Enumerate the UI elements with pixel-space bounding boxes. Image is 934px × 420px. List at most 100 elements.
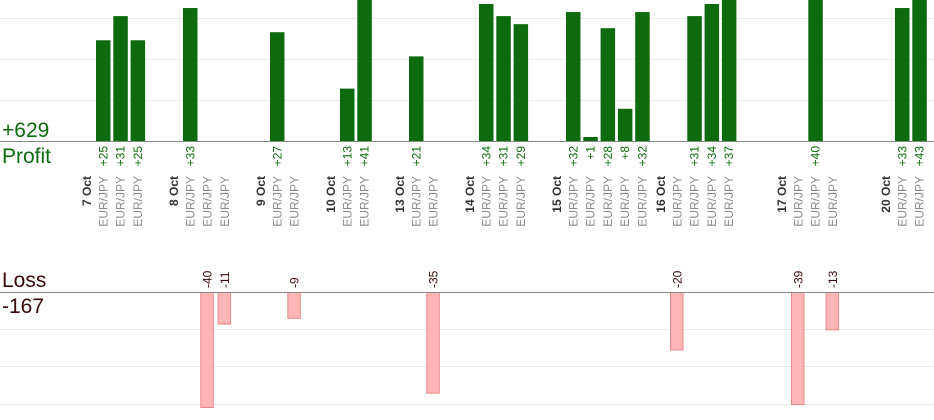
profit-value-label: +41: [358, 146, 372, 167]
date-label: 15 Oct: [550, 176, 564, 213]
pair-label: EUR/JPY: [809, 176, 823, 227]
profit-bar: [617, 108, 633, 141]
pair-label: EUR/JPY: [705, 176, 719, 227]
profit-bar: [479, 4, 494, 141]
pair-label: EUR/JPY: [218, 176, 232, 227]
pair-label: EUR/JPY: [270, 176, 284, 227]
loss-value-label: -35: [427, 270, 441, 288]
date-label: 9 Oct: [254, 176, 268, 206]
profit-value-label: +1: [584, 146, 598, 160]
date-label: 13 Oct: [393, 176, 407, 213]
pair-label: EUR/JPY: [635, 176, 649, 227]
profit-value-label: +27: [270, 146, 284, 167]
profit-value-label: +25: [96, 146, 110, 167]
trade-value-labels: +25 +31 +25 +33-40 -11+27-9+13 +41 +21-35+34 +3…: [96, 146, 926, 288]
date-label: 14 Oct: [463, 176, 477, 213]
profit-value-label: +33: [895, 146, 909, 167]
loss-bar: [217, 292, 232, 325]
profit-bar: [583, 136, 598, 141]
profit-total: +629: [2, 119, 49, 142]
pair-label: EUR/JPY: [722, 176, 736, 227]
profit-bar: [270, 32, 285, 141]
profit-value-label: +25: [131, 146, 145, 167]
loss-bar: [670, 292, 684, 351]
pair-label: EUR/JPY: [114, 176, 128, 227]
profit-value-label: +28: [601, 146, 615, 167]
loss-bar: [426, 292, 440, 394]
profit-value-label: +33: [183, 146, 197, 167]
profit-value-label: +8: [618, 146, 632, 160]
loss-value-label: -9: [288, 277, 302, 288]
date-label: 7 Oct: [80, 176, 94, 206]
pair-label: EUR/JPY: [288, 176, 302, 227]
date-label: 8 Oct: [167, 176, 181, 206]
pair-label: EUR/JPY: [427, 176, 441, 227]
loss-value-label: -20: [670, 270, 684, 288]
profit-bar: [895, 8, 910, 141]
profit-value-label: +13: [340, 146, 354, 167]
pair-label: EUR/JPY: [670, 176, 684, 227]
profit-bar: [566, 12, 581, 142]
pair-label: EUR/JPY: [497, 176, 511, 227]
pair-label: EUR/JPY: [183, 176, 197, 227]
profit-bar: [912, 0, 927, 141]
profit-bar: [357, 0, 372, 141]
pair-label: EUR/JPY: [479, 176, 493, 227]
date-label: 10 Oct: [324, 176, 338, 213]
profit-bar: [704, 4, 720, 141]
profit-value-label: +34: [705, 146, 719, 167]
profit-value-label: +37: [722, 146, 736, 167]
loss-bar: [287, 292, 301, 319]
pair-label: EUR/JPY: [409, 176, 423, 227]
profit-bar: [340, 88, 355, 141]
profit-bar: [687, 16, 702, 142]
date-label: 20 Oct: [879, 176, 893, 213]
pair-label: EUR/JPY: [618, 176, 632, 227]
pair-label: EUR/JPY: [340, 176, 354, 227]
date-label: 16 Oct: [654, 176, 668, 213]
loss-bar: [791, 292, 805, 406]
profit-bar: [130, 40, 146, 141]
profit-bar: [808, 0, 823, 141]
profit-value-label: +29: [514, 146, 528, 167]
profit-value-label: +21: [409, 146, 423, 167]
loss-value-label: -13: [826, 270, 840, 288]
profit-value-label: +31: [497, 146, 511, 167]
pair-label: EUR/JPY: [826, 176, 840, 227]
pair-label: EUR/JPY: [514, 176, 528, 227]
profit-value-label: +31: [688, 146, 702, 167]
profit-label: Profit: [2, 145, 51, 168]
loss-total: -167: [2, 295, 44, 318]
profit-bar: [496, 16, 511, 142]
pair-label: EUR/JPY: [131, 176, 145, 227]
profit-bars: [96, 0, 927, 142]
profit-value-label: +34: [479, 146, 493, 167]
profit-bar: [600, 28, 616, 142]
pair-label: EUR/JPY: [601, 176, 615, 227]
profit-value-label: +43: [913, 146, 927, 167]
loss-value-label: -39: [791, 270, 805, 288]
loss-bar: [200, 292, 214, 408]
loss-bars: [200, 292, 840, 408]
date-label: 17 Oct: [775, 176, 789, 213]
profit-bar: [513, 24, 529, 142]
profit-value-label: +32: [635, 146, 649, 167]
profit-bar: [721, 0, 737, 141]
gridlines: [0, 18, 934, 405]
profit-bar: [113, 16, 128, 142]
profit-bar: [183, 8, 198, 141]
pair-label: EUR/JPY: [96, 176, 110, 227]
profit-bar: [96, 40, 111, 141]
pair-label: EUR/JPY: [566, 176, 580, 227]
pair-label: EUR/JPY: [201, 176, 215, 227]
pair-label: EUR/JPY: [791, 176, 805, 227]
loss-label: Loss: [2, 269, 46, 292]
profit-value-label: +32: [566, 146, 580, 167]
pair-label: EUR/JPY: [895, 176, 909, 227]
pair-label: EUR/JPY: [584, 176, 598, 227]
profit-bar: [635, 12, 650, 142]
loss-value-label: -11: [218, 271, 232, 288]
profit-bar: [409, 56, 424, 141]
loss-value-label: -40: [201, 270, 215, 288]
